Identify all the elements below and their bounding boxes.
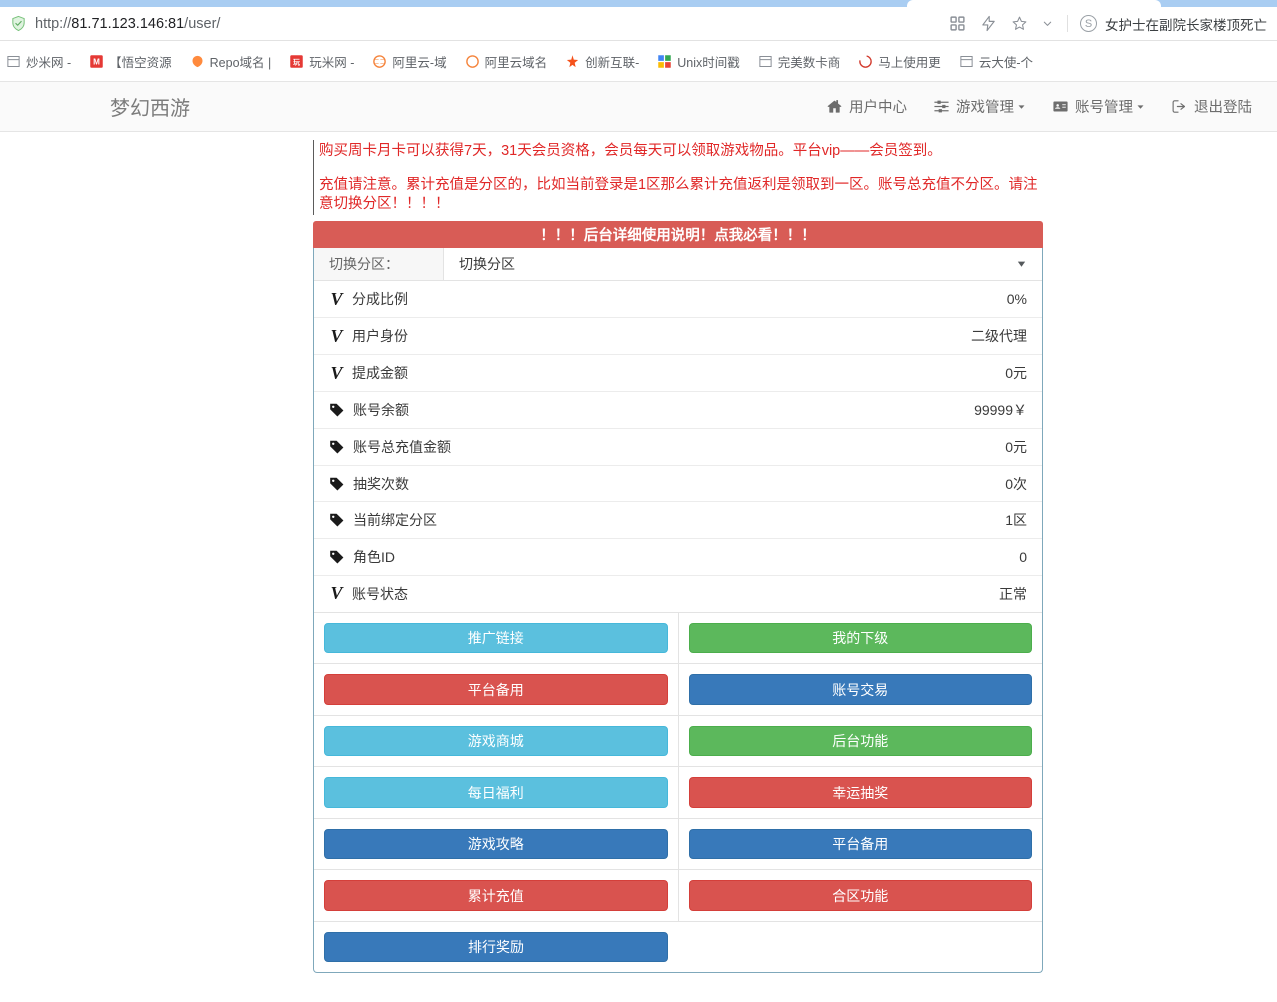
svg-text:⊂⊃: ⊂⊃ [373, 59, 387, 66]
svg-text:M: M [93, 57, 100, 66]
svg-text:玩: 玩 [293, 58, 300, 66]
